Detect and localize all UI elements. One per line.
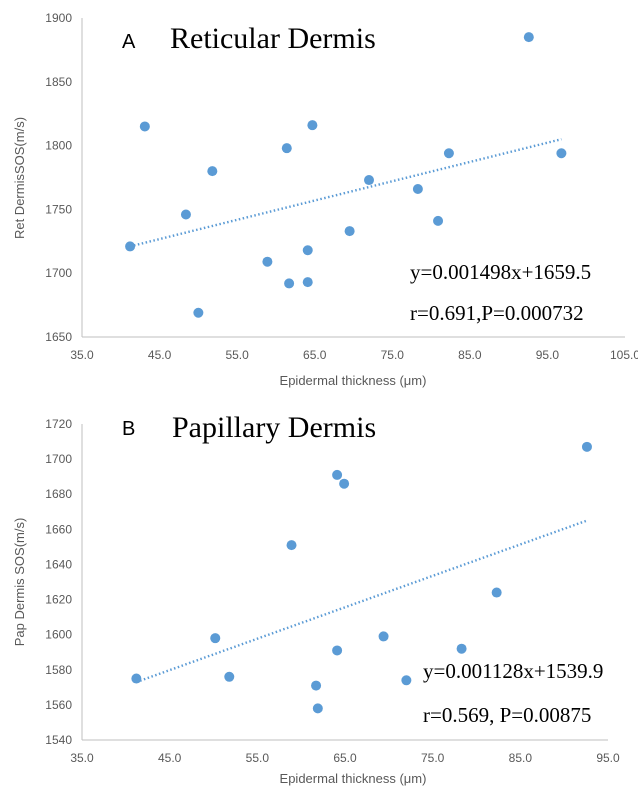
y-tick-label: 1700 (45, 452, 72, 466)
data-points (125, 32, 567, 318)
x-tick-labels: 35.0 45.0 55.0 65.0 75.0 85.0 95.0 (70, 751, 620, 765)
data-point (339, 478, 350, 489)
y-tick-labels: 1540 1560 1580 1600 1620 1640 1660 1680 1700 1720 (45, 417, 72, 747)
data-point (180, 209, 191, 220)
data-point (443, 148, 454, 159)
y-tick-label: 1660 (45, 522, 72, 536)
data-point (433, 215, 444, 226)
panel-label: B (122, 418, 135, 440)
data-point (210, 633, 221, 644)
x-tick-label: 35.0 (70, 751, 94, 765)
data-point (581, 441, 592, 452)
x-tick-label: 55.0 (246, 751, 270, 765)
y-tick-label: 1800 (45, 139, 72, 153)
y-tick-label: 1620 (45, 593, 72, 607)
y-tick-label: 1680 (45, 487, 72, 501)
x-tick-label: 75.0 (381, 348, 405, 362)
data-point (307, 120, 318, 131)
data-point (281, 143, 292, 154)
x-tick-label: 105.0 (610, 348, 638, 362)
x-tick-label: 55.0 (225, 348, 249, 362)
y-tick-label: 1750 (45, 202, 72, 216)
data-point (262, 256, 273, 267)
data-point (332, 469, 343, 480)
equation-label: y=0.001128x+1539.9 (423, 659, 603, 683)
data-point (311, 680, 322, 691)
data-point (556, 148, 567, 159)
x-tick-label: 45.0 (158, 751, 182, 765)
x-axis-title: Epidermal thickness (μm) (280, 373, 427, 388)
chart-title: Reticular Dermis (170, 22, 376, 55)
data-point (312, 703, 323, 714)
y-tick-label: 1540 (45, 733, 72, 747)
x-axis-title: Epidermal thickness (μm) (280, 771, 427, 786)
chart-title: Papillary Dermis (172, 411, 376, 444)
data-point (344, 226, 355, 237)
panel-b: 1540 1560 1580 1600 1620 1640 1660 1680 1700 1720… (12, 411, 620, 786)
panel-label: A (122, 31, 136, 53)
x-tick-label: 45.0 (148, 348, 172, 362)
data-point (378, 631, 389, 642)
y-tick-label: 1650 (45, 330, 72, 344)
x-tick-label: 75.0 (421, 751, 445, 765)
equation-label: y=0.001498x+1659.5 (410, 260, 591, 284)
data-point (523, 32, 534, 43)
data-point (139, 121, 150, 132)
x-tick-label: 85.0 (509, 751, 533, 765)
data-point (364, 175, 375, 186)
correlation-label: r=0.691,P=0.000732 (410, 301, 584, 325)
x-tick-label: 95.0 (536, 348, 560, 362)
data-point (286, 540, 297, 551)
y-tick-labels: 1650 1700 1750 1800 1850 1900 (45, 11, 72, 344)
y-tick-label: 1600 (45, 628, 72, 642)
panel-a: 1650 1700 1750 1800 1850 1900 35.0 45.0 55.0 65.… (12, 11, 638, 388)
y-tick-label: 1720 (45, 417, 72, 431)
data-point (284, 278, 295, 289)
x-tick-label: 65.0 (333, 751, 357, 765)
y-tick-label: 1700 (45, 266, 72, 280)
data-point (491, 587, 502, 598)
correlation-label: r=0.569, P=0.00875 (423, 703, 591, 727)
y-axis-title: Pap Dermis SOS(m/s) (12, 518, 27, 647)
x-tick-label: 95.0 (596, 751, 620, 765)
trendline (135, 519, 588, 684)
data-point (302, 277, 313, 288)
y-axis-title: Ret DermisSOS(m/s) (12, 117, 27, 239)
data-point (193, 307, 204, 318)
data-point (412, 183, 423, 194)
y-tick-label: 1580 (45, 663, 72, 677)
data-point (131, 673, 142, 684)
y-tick-label: 1640 (45, 557, 72, 571)
data-point (125, 241, 136, 252)
data-point (332, 645, 343, 656)
x-tick-label: 85.0 (458, 348, 482, 362)
data-point (207, 166, 218, 177)
data-point (302, 245, 313, 256)
data-point (224, 671, 235, 682)
y-tick-label: 1850 (45, 75, 72, 89)
y-tick-label: 1560 (45, 698, 72, 712)
data-points (131, 441, 592, 714)
data-point (456, 643, 467, 654)
x-tick-labels: 35.0 45.0 55.0 65.0 75.0 85.0 95.0 105.0 (70, 348, 638, 362)
y-tick-label: 1900 (45, 11, 72, 25)
x-tick-label: 35.0 (70, 348, 94, 362)
data-point (401, 675, 412, 686)
x-tick-label: 65.0 (303, 348, 327, 362)
